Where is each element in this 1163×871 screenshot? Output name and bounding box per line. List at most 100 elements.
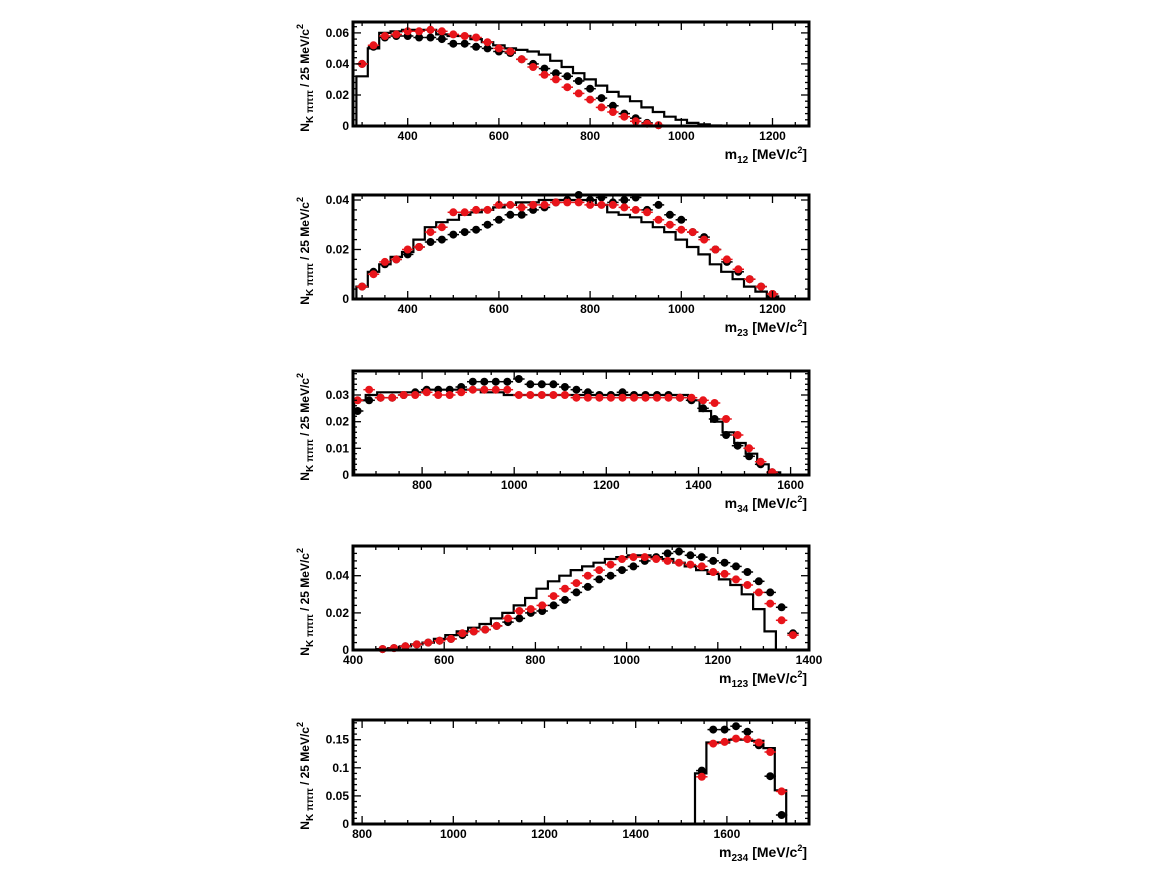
data-point (460, 39, 469, 48)
data-point (766, 748, 775, 756)
data-point (353, 396, 362, 405)
x-axis-unit: [MeV/c (752, 495, 797, 511)
data-point (677, 225, 686, 234)
data-point (560, 383, 569, 391)
data-point (403, 27, 412, 36)
data-point (380, 257, 389, 266)
y-axis-subscript: K πππ (305, 263, 316, 296)
data-point (675, 547, 683, 556)
x-tick-label: 1000 (440, 827, 467, 841)
data-point (586, 200, 595, 209)
y-tick-label: 0 (342, 292, 349, 306)
data-point (549, 391, 558, 399)
y-axis-title: NK πππ / 25 MeV/c2 (295, 24, 316, 132)
data-point (549, 380, 558, 389)
data-point (449, 39, 458, 48)
data-point (494, 44, 503, 53)
series-red (696, 734, 788, 796)
x-tick-label: 1600 (777, 478, 804, 492)
data-point (608, 200, 617, 209)
data-point (653, 393, 661, 402)
y-tick-label: 0.02 (326, 415, 350, 429)
data-point (503, 385, 512, 394)
data-point (388, 393, 397, 402)
data-point (709, 739, 718, 748)
x-tick-label: 1200 (759, 302, 786, 316)
data-point (483, 205, 492, 214)
data-point (369, 41, 378, 50)
x-tick-label: 1000 (668, 302, 695, 316)
data-point (711, 245, 720, 254)
y-axis-unit: / 25 MeV/c (298, 553, 312, 611)
data-point (549, 601, 558, 610)
data-point (415, 27, 424, 36)
y-tick-label: 0 (342, 643, 349, 657)
data-point (437, 35, 446, 44)
y-tick-label: 0 (342, 468, 349, 482)
plot-frame (351, 369, 811, 477)
series-black (351, 375, 778, 477)
data-point (572, 385, 581, 394)
x-axis-subscript: 234 (732, 853, 749, 864)
data-point (472, 33, 481, 42)
y-axis-unit: / 25 MeV/c (298, 202, 312, 260)
data-point (620, 196, 629, 204)
data-point (629, 553, 638, 562)
x-tick-label: 400 (343, 653, 363, 667)
x-axis-subscript: 12 (737, 155, 749, 166)
x-tick-label: 1200 (704, 653, 731, 667)
data-point (392, 30, 401, 39)
data-point (480, 385, 489, 394)
data-point (426, 238, 435, 246)
x-tick-label: 800 (412, 478, 432, 492)
data-point (631, 117, 640, 126)
data-point (538, 601, 547, 610)
data-point (654, 215, 663, 224)
data-point (563, 83, 572, 92)
data-point (697, 562, 706, 571)
data-point (449, 230, 458, 239)
y-axis-subscript: K πππ (305, 614, 316, 647)
data-point (365, 385, 374, 394)
data-point (620, 203, 629, 212)
data-point (732, 562, 740, 571)
data-point (606, 393, 615, 402)
data-point (415, 33, 424, 42)
y-axis-unit-superscript: 2 (295, 548, 305, 553)
x-tick-label: 600 (489, 129, 509, 143)
panel-5: 800 1000 1200 1400 1600 0 0.05 0.1 0.15 m234 [MeV/… (295, 718, 811, 864)
data-point (583, 393, 592, 402)
data-point (743, 727, 752, 736)
data-point (574, 198, 583, 207)
data-point (483, 38, 492, 47)
x-axis-quantity: m (719, 844, 731, 860)
data-point (449, 30, 458, 39)
data-point (437, 235, 446, 244)
x-axis-quantity: m (725, 495, 737, 511)
data-point (732, 575, 740, 584)
data-point (608, 108, 617, 116)
data-point (445, 391, 454, 399)
data-point (654, 200, 663, 209)
data-point (401, 642, 410, 651)
data-point (515, 614, 524, 623)
data-point (437, 27, 446, 36)
y-axis-title: NK πππ / 25 MeV/c2 (295, 548, 316, 656)
data-point (561, 595, 569, 604)
data-point (709, 725, 718, 734)
histogram-line (375, 554, 788, 652)
data-point (583, 571, 592, 580)
data-point (426, 25, 435, 34)
data-point (426, 228, 435, 237)
data-point (526, 380, 535, 389)
data-point (709, 556, 718, 565)
data-point (595, 566, 604, 575)
x-tick-label: 600 (489, 302, 509, 316)
x-axis-quantity: m (725, 319, 737, 335)
data-point (399, 391, 408, 399)
data-point (789, 631, 797, 640)
x-axis-quantity: m (725, 146, 737, 162)
data-point (415, 243, 424, 251)
data-point (733, 431, 742, 439)
